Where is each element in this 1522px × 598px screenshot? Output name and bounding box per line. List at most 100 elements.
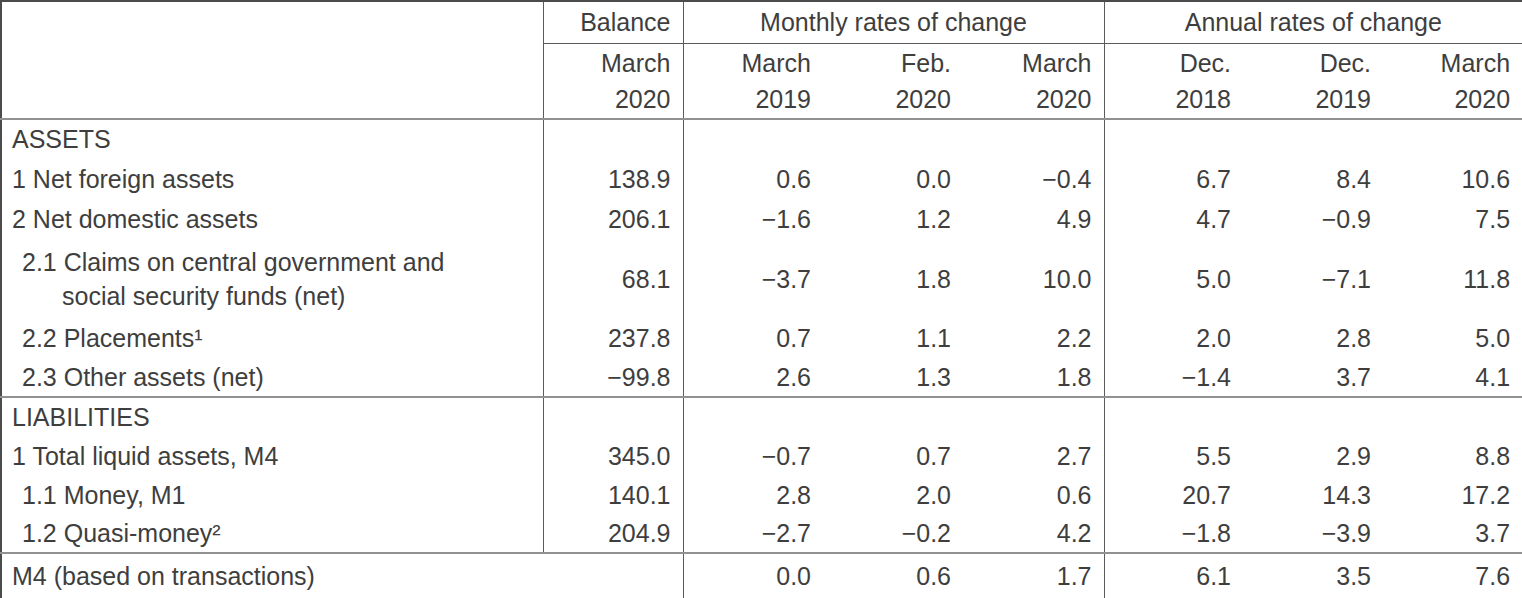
- annual-value: 11.8: [1383, 239, 1522, 319]
- monthly-value: 10.0: [963, 239, 1104, 319]
- period-year: 2020: [1383, 81, 1510, 117]
- annual-value: 6.1: [1104, 553, 1243, 598]
- table-row: 1.1 Money, M1 140.1 2.8 2.0 0.6 20.7 14.…: [1, 476, 1522, 515]
- annual-period-header: March 2020: [1383, 43, 1522, 119]
- monthly-value: −0.2: [823, 515, 963, 553]
- period-month: March: [1383, 45, 1510, 81]
- period-month: Dec.: [1105, 45, 1232, 81]
- period-year: 2020: [823, 81, 951, 117]
- annual-value: 3.7: [1383, 515, 1522, 553]
- row-label: 2 Net domestic assets: [1, 199, 543, 239]
- empty-cell: [543, 119, 683, 159]
- monthly-value: 0.6: [683, 159, 823, 199]
- empty-cell: [543, 397, 683, 437]
- annual-value: −7.1: [1243, 239, 1383, 319]
- monthly-value: 1.3: [823, 358, 963, 397]
- monthly-value: −3.7: [683, 239, 823, 319]
- monthly-value: 0.6: [963, 476, 1104, 515]
- monthly-value: −0.7: [683, 437, 823, 476]
- monthly-period-header: March 2019: [683, 43, 823, 119]
- period-month: Dec.: [1243, 45, 1371, 81]
- balance-column-header: Balance: [543, 1, 683, 43]
- section-header-assets: ASSETS: [1, 119, 543, 159]
- annual-value: 7.5: [1383, 199, 1522, 239]
- monetary-statistics-table: Balance Monthly rates of change Annual r…: [0, 0, 1522, 598]
- monthly-value: −0.4: [963, 159, 1104, 199]
- balance-value: 237.8: [543, 319, 683, 358]
- monthly-value: 2.6: [683, 358, 823, 397]
- row-label-line-1: 2.1 Claims on central government and: [22, 245, 543, 279]
- table-row: M4 (based on transactions) 0.0 0.6 1.7 6…: [1, 553, 1522, 598]
- table-row: 1.2 Quasi-money² 204.9 −2.7 −0.2 4.2 −1.…: [1, 515, 1522, 553]
- annual-value: 5.0: [1104, 239, 1243, 319]
- empty-cell: [683, 119, 1104, 159]
- monthly-value: 4.9: [963, 199, 1104, 239]
- monthly-value: 2.2: [963, 319, 1104, 358]
- annual-value: 2.0: [1104, 319, 1243, 358]
- row-label: 1 Net foreign assets: [1, 159, 543, 199]
- monthly-value: 0.0: [823, 159, 963, 199]
- annual-value: 10.6: [1383, 159, 1522, 199]
- monthly-value: 0.6: [823, 553, 963, 598]
- annual-value: 20.7: [1104, 476, 1243, 515]
- table-row: 1 Net foreign assets 138.9 0.6 0.0 −0.4 …: [1, 159, 1522, 199]
- annual-value: −0.9: [1243, 199, 1383, 239]
- balance-value: −99.8: [543, 358, 683, 397]
- monthly-period-header: Feb. 2020: [823, 43, 963, 119]
- balance-value: 68.1: [543, 239, 683, 319]
- balance-value: 204.9: [543, 515, 683, 553]
- monthly-rates-group-header: Monthly rates of change: [683, 1, 1104, 43]
- annual-value: 14.3: [1243, 476, 1383, 515]
- annual-value: 3.5: [1243, 553, 1383, 598]
- row-label: 2.1 Claims on central government and soc…: [1, 239, 543, 319]
- row-label: M4 (based on transactions): [1, 553, 683, 598]
- row-label: 1.2 Quasi-money²: [1, 515, 543, 553]
- row-label-line-2: social security funds (net): [62, 279, 543, 313]
- annual-value: 2.8: [1243, 319, 1383, 358]
- annual-value: −1.4: [1104, 358, 1243, 397]
- monthly-value: 2.7: [963, 437, 1104, 476]
- period-month: March: [684, 45, 812, 81]
- monthly-value: 1.7: [963, 553, 1104, 598]
- period-month: March: [544, 45, 671, 81]
- annual-value: 2.9: [1243, 437, 1383, 476]
- balance-value: 206.1: [543, 199, 683, 239]
- empty-cell: [1104, 397, 1522, 437]
- monthly-period-header: March 2020: [963, 43, 1104, 119]
- annual-value: 7.6: [1383, 553, 1522, 598]
- table-row: 2.1 Claims on central government and soc…: [1, 239, 1522, 319]
- balance-value: 140.1: [543, 476, 683, 515]
- annual-value: 3.7: [1243, 358, 1383, 397]
- period-month: March: [963, 45, 1092, 81]
- empty-cell: [1104, 119, 1522, 159]
- annual-value: 17.2: [1383, 476, 1522, 515]
- monthly-value: 0.7: [683, 319, 823, 358]
- annual-rates-group-header: Annual rates of change: [1104, 1, 1522, 43]
- monthly-value: −2.7: [683, 515, 823, 553]
- balance-value: 138.9: [543, 159, 683, 199]
- row-label: 2.2 Placements¹: [1, 319, 543, 358]
- monthly-value: −1.6: [683, 199, 823, 239]
- annual-value: 4.7: [1104, 199, 1243, 239]
- annual-value: −1.8: [1104, 515, 1243, 553]
- period-year: 2020: [544, 81, 671, 117]
- annual-value: 8.4: [1243, 159, 1383, 199]
- row-label: 1.1 Money, M1: [1, 476, 543, 515]
- table-row: 2.3 Other assets (net) −99.8 2.6 1.3 1.8…: [1, 358, 1522, 397]
- period-month: Feb.: [823, 45, 951, 81]
- annual-value: 4.1: [1383, 358, 1522, 397]
- period-year: 2019: [1243, 81, 1371, 117]
- table-row: 2 Net domestic assets 206.1 −1.6 1.2 4.9…: [1, 199, 1522, 239]
- annual-period-header: Dec. 2018: [1104, 43, 1243, 119]
- monthly-value: 2.8: [683, 476, 823, 515]
- annual-value: 5.0: [1383, 319, 1522, 358]
- monthly-value: 1.8: [823, 239, 963, 319]
- table-row: 1 Total liquid assets, M4 345.0 −0.7 0.7…: [1, 437, 1522, 476]
- monthly-value: 1.1: [823, 319, 963, 358]
- monthly-value: 2.0: [823, 476, 963, 515]
- balance-value: 345.0: [543, 437, 683, 476]
- row-label: 1 Total liquid assets, M4: [1, 437, 543, 476]
- period-year: 2018: [1105, 81, 1232, 117]
- period-year: 2020: [963, 81, 1092, 117]
- annual-value: 6.7: [1104, 159, 1243, 199]
